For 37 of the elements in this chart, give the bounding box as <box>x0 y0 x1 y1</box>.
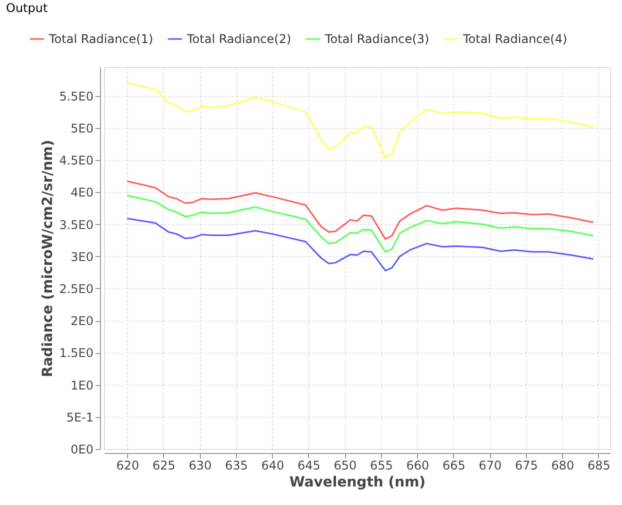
text: Output <box>6 1 48 15</box>
y-tick-label: 5E0 <box>70 121 94 136</box>
line-series <box>126 194 594 253</box>
x-tick-label: 655 <box>370 458 393 472</box>
y-tick-label: 4E0 <box>70 186 94 200</box>
x-tick-label: 670 <box>478 458 502 472</box>
x-tick-label: 685 <box>587 458 610 472</box>
x-tick-label: 650 <box>334 458 357 472</box>
legend-label: Total Radiance(1) <box>48 32 154 46</box>
y-tick-label: 4.5E0 <box>59 154 94 168</box>
x-tick-label: 635 <box>224 458 248 472</box>
line-series <box>126 180 594 240</box>
y-tick-label: 3.5E0 <box>59 218 94 232</box>
legend-label: Total Radiance(3) <box>324 32 430 46</box>
line-series <box>126 82 594 158</box>
y-tick-label: 2.5E0 <box>59 282 94 296</box>
y-axis-title: Radiance (microW/cm2/sr/nm) <box>40 140 56 378</box>
y-tick-label: 5.5E0 <box>59 89 94 104</box>
y-tick-label: 5E-1 <box>66 410 94 424</box>
x-tick-label: 625 <box>152 458 176 472</box>
x-tick-label: 675 <box>514 458 538 472</box>
legend-label: Total Radiance(4) <box>462 32 568 46</box>
legend-label: Total Radiance(2) <box>186 32 292 46</box>
x-axis-title: Wavelength (nm) <box>289 474 426 490</box>
y-tick-label: 1.5E0 <box>59 346 94 360</box>
x-tick-label: 660 <box>406 458 430 472</box>
x-tick-label: 630 <box>188 458 212 472</box>
x-tick-label: 645 <box>297 458 320 472</box>
y-tick-label: 3E0 <box>70 250 94 264</box>
y-tick-label: 2E0 <box>70 314 94 328</box>
x-tick-label: 665 <box>442 458 466 472</box>
line-series <box>126 218 594 272</box>
y-tick-label: 0E0 <box>70 442 94 456</box>
x-tick-label: 680 <box>551 458 574 472</box>
x-tick-label: 640 <box>261 458 284 472</box>
x-tick-label: 620 <box>116 458 140 472</box>
y-tick-label: 1E0 <box>70 378 94 392</box>
